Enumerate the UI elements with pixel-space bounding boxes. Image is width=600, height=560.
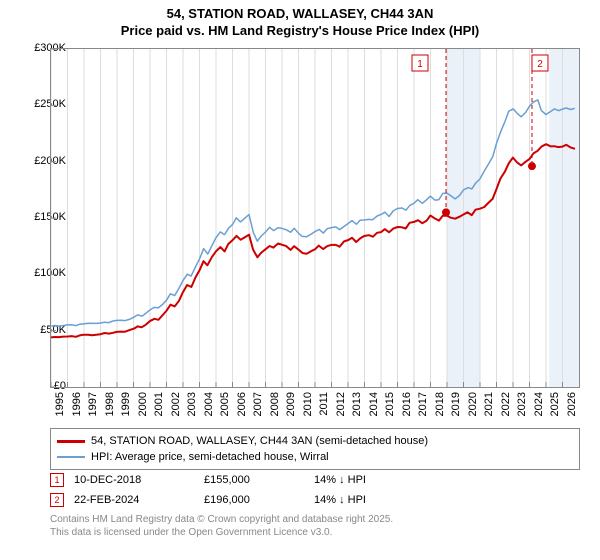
svg-text:1: 1 <box>417 59 423 70</box>
marker-2-date: 22-FEB-2024 <box>74 494 204 506</box>
x-tick-label: 1995 <box>54 392 66 416</box>
x-tick-label: 2024 <box>533 392 545 416</box>
marker-box-2: 2 <box>50 493 64 507</box>
x-tick-label: 2009 <box>285 392 297 416</box>
x-tick-label: 2012 <box>335 392 347 416</box>
marker-detail-rows: 1 10-DEC-2018 £155,000 14% ↓ HPI 2 22-FE… <box>50 470 444 510</box>
marker-1-date: 10-DEC-2018 <box>74 474 204 486</box>
x-tick-label: 2002 <box>170 392 182 416</box>
x-tick-label: 2010 <box>302 392 314 416</box>
legend-box: 54, STATION ROAD, WALLASEY, CH44 3AN (se… <box>50 428 580 470</box>
title-line-2: Price paid vs. HM Land Registry's House … <box>0 23 600 40</box>
x-tick-label: 2017 <box>417 392 429 416</box>
x-tick-label: 1997 <box>87 392 99 416</box>
title-block: 54, STATION ROAD, WALLASEY, CH44 3AN Pri… <box>0 0 600 40</box>
marker-box-1: 1 <box>50 473 64 487</box>
x-tick-label: 2006 <box>236 392 248 416</box>
title-line-1: 54, STATION ROAD, WALLASEY, CH44 3AN <box>0 6 600 23</box>
x-tick-label: 2011 <box>318 392 330 416</box>
legend-row-hpi: HPI: Average price, semi-detached house,… <box>57 449 573 465</box>
x-tick-label: 2015 <box>384 392 396 416</box>
x-tick-label: 2022 <box>500 392 512 416</box>
x-tick-label: 2021 <box>483 392 495 416</box>
x-tick-label: 2025 <box>549 392 561 416</box>
marker-2-delta: 14% ↓ HPI <box>314 494 444 506</box>
legend-label-property: 54, STATION ROAD, WALLASEY, CH44 3AN (se… <box>91 435 428 447</box>
x-tick-label: 2005 <box>219 392 231 416</box>
credits-line-1: Contains HM Land Registry data © Crown c… <box>50 514 393 527</box>
x-tick-label: 2014 <box>368 392 380 416</box>
x-tick-label: 2020 <box>467 392 479 416</box>
x-tick-label: 1996 <box>71 392 83 416</box>
credits-block: Contains HM Land Registry data © Crown c… <box>50 514 393 539</box>
legend-swatch-property <box>57 440 85 443</box>
x-tick-label: 1998 <box>104 392 116 416</box>
x-tick-label: 2008 <box>269 392 281 416</box>
legend-label-hpi: HPI: Average price, semi-detached house,… <box>91 451 329 463</box>
x-tick-label: 2023 <box>516 392 528 416</box>
marker-row-2: 2 22-FEB-2024 £196,000 14% ↓ HPI <box>50 490 444 510</box>
x-tick-label: 2026 <box>566 392 578 416</box>
x-tick-label: 2000 <box>137 392 149 416</box>
marker-1-delta: 14% ↓ HPI <box>314 474 444 486</box>
legend-row-property: 54, STATION ROAD, WALLASEY, CH44 3AN (se… <box>57 433 573 449</box>
marker-row-1: 1 10-DEC-2018 £155,000 14% ↓ HPI <box>50 470 444 490</box>
credits-line-2: This data is licensed under the Open Gov… <box>50 527 393 540</box>
figure-container: 54, STATION ROAD, WALLASEY, CH44 3AN Pri… <box>0 0 600 560</box>
x-tick-label: 1999 <box>120 392 132 416</box>
legend-swatch-hpi <box>57 456 85 458</box>
x-tick-label: 2016 <box>401 392 413 416</box>
chart-svg: 12 <box>51 49 579 387</box>
x-tick-label: 2019 <box>450 392 462 416</box>
marker-2-price: £196,000 <box>204 494 314 506</box>
svg-text:2: 2 <box>537 59 543 70</box>
marker-1-price: £155,000 <box>204 474 314 486</box>
chart-plot-area: 12 <box>50 48 580 388</box>
x-tick-label: 2018 <box>434 392 446 416</box>
x-tick-label: 2007 <box>252 392 264 416</box>
x-tick-label: 2003 <box>186 392 198 416</box>
x-tick-label: 2004 <box>203 392 215 416</box>
x-tick-label: 2013 <box>351 392 363 416</box>
x-tick-label: 2001 <box>153 392 165 416</box>
